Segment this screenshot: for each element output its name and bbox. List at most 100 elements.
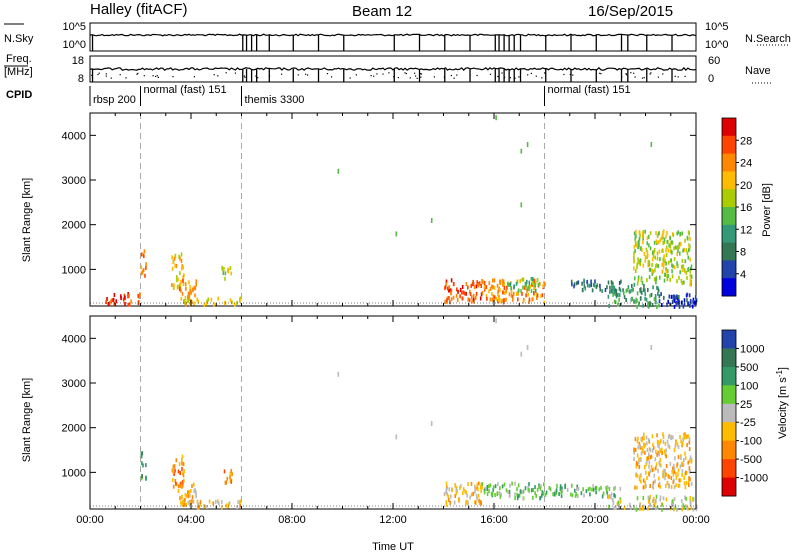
range-cell bbox=[693, 300, 696, 305]
range-cell bbox=[486, 487, 488, 492]
range-cell bbox=[430, 421, 433, 426]
range-cell bbox=[679, 251, 681, 256]
range-cell bbox=[171, 477, 174, 482]
range-cell bbox=[638, 236, 641, 241]
range-cell bbox=[653, 240, 656, 245]
range-cell bbox=[586, 280, 588, 285]
range-cell bbox=[189, 289, 191, 294]
range-cell bbox=[654, 268, 656, 273]
range-cell bbox=[662, 264, 665, 269]
range-cell bbox=[217, 296, 219, 301]
range-cell bbox=[661, 269, 664, 274]
range-cell bbox=[462, 290, 465, 295]
range-cell bbox=[679, 232, 682, 236]
range-cell bbox=[665, 253, 668, 257]
range-cell bbox=[657, 468, 659, 473]
range-cell bbox=[590, 283, 592, 288]
nsky-trace bbox=[89, 33, 697, 37]
range-cell bbox=[684, 456, 687, 461]
range-cell bbox=[659, 484, 662, 489]
range-cell bbox=[229, 266, 232, 271]
range-cell bbox=[183, 478, 185, 483]
colorbar-swatch bbox=[722, 171, 736, 190]
range-cell bbox=[229, 471, 232, 476]
range-cell bbox=[492, 485, 495, 490]
range-cell bbox=[544, 492, 547, 497]
range-cell bbox=[652, 499, 655, 504]
range-cell bbox=[507, 489, 509, 494]
range-cell bbox=[122, 297, 125, 302]
range-cell bbox=[665, 234, 667, 239]
range-cell bbox=[181, 502, 183, 507]
range-cell bbox=[174, 468, 176, 473]
colorbar-tick-label: 100 bbox=[740, 380, 758, 392]
range-cell bbox=[514, 496, 516, 501]
range-cell bbox=[457, 289, 459, 294]
cpid-row: rbsp 200 normal (fast) 151 themis 3300 norm… bbox=[89, 84, 631, 106]
range-cell bbox=[479, 500, 482, 504]
range-cell bbox=[628, 289, 631, 294]
nave-point bbox=[415, 75, 417, 77]
nave-point bbox=[326, 73, 329, 75]
nave-point bbox=[217, 75, 219, 77]
range-cell bbox=[643, 442, 645, 447]
range-cell bbox=[475, 493, 478, 498]
range-cell bbox=[625, 298, 627, 303]
range-cell bbox=[664, 441, 667, 446]
range-cell bbox=[665, 497, 668, 502]
range-cell bbox=[657, 288, 660, 293]
nave-point bbox=[376, 73, 378, 75]
range-cell bbox=[637, 278, 640, 283]
range-cell bbox=[542, 284, 544, 288]
range-cell bbox=[475, 284, 478, 289]
range-cell bbox=[445, 500, 448, 505]
range-cell bbox=[680, 279, 683, 283]
range-cell bbox=[692, 297, 695, 302]
range-cell bbox=[595, 486, 598, 491]
range-cell bbox=[192, 288, 194, 293]
range-cell bbox=[685, 435, 687, 440]
range-cell bbox=[127, 294, 129, 299]
range-cell bbox=[683, 268, 686, 272]
range-cell bbox=[678, 295, 680, 299]
range-cell bbox=[663, 240, 665, 245]
range-cell bbox=[604, 288, 607, 292]
range-cell bbox=[668, 475, 670, 479]
range-cell bbox=[617, 500, 620, 505]
range-cell bbox=[468, 298, 471, 303]
range-cell bbox=[495, 318, 497, 324]
range-cell bbox=[675, 471, 677, 476]
range-cell bbox=[485, 294, 488, 298]
range-cell bbox=[199, 500, 202, 505]
range-cell bbox=[689, 500, 692, 505]
range-cell bbox=[589, 486, 591, 491]
range-cell bbox=[223, 469, 226, 474]
range-cell bbox=[645, 461, 648, 466]
range-cell bbox=[488, 489, 490, 494]
range-cell bbox=[472, 491, 474, 496]
range-cell bbox=[645, 297, 648, 302]
range-cell bbox=[683, 481, 686, 486]
range-cell bbox=[534, 288, 537, 293]
range-cell bbox=[197, 502, 199, 507]
nsearch-tick-top: 10^5 bbox=[705, 21, 729, 33]
range-cell bbox=[653, 473, 656, 478]
range-cell bbox=[592, 282, 595, 287]
range-cell bbox=[635, 297, 637, 302]
range-cell bbox=[496, 491, 499, 496]
range-cell bbox=[203, 302, 206, 307]
range-cell bbox=[181, 466, 183, 471]
range-cell bbox=[555, 491, 557, 496]
range-cell bbox=[684, 432, 686, 437]
range-cell bbox=[141, 473, 143, 478]
range-cell bbox=[182, 278, 184, 283]
range-cell bbox=[639, 233, 641, 238]
range-cell bbox=[686, 292, 689, 297]
range-cell bbox=[508, 292, 511, 297]
range-cell bbox=[571, 483, 573, 488]
nave-point bbox=[119, 74, 121, 76]
range-cell bbox=[229, 298, 232, 303]
range-cell bbox=[679, 464, 682, 469]
range-cell bbox=[445, 481, 448, 486]
nave-point bbox=[281, 73, 283, 75]
